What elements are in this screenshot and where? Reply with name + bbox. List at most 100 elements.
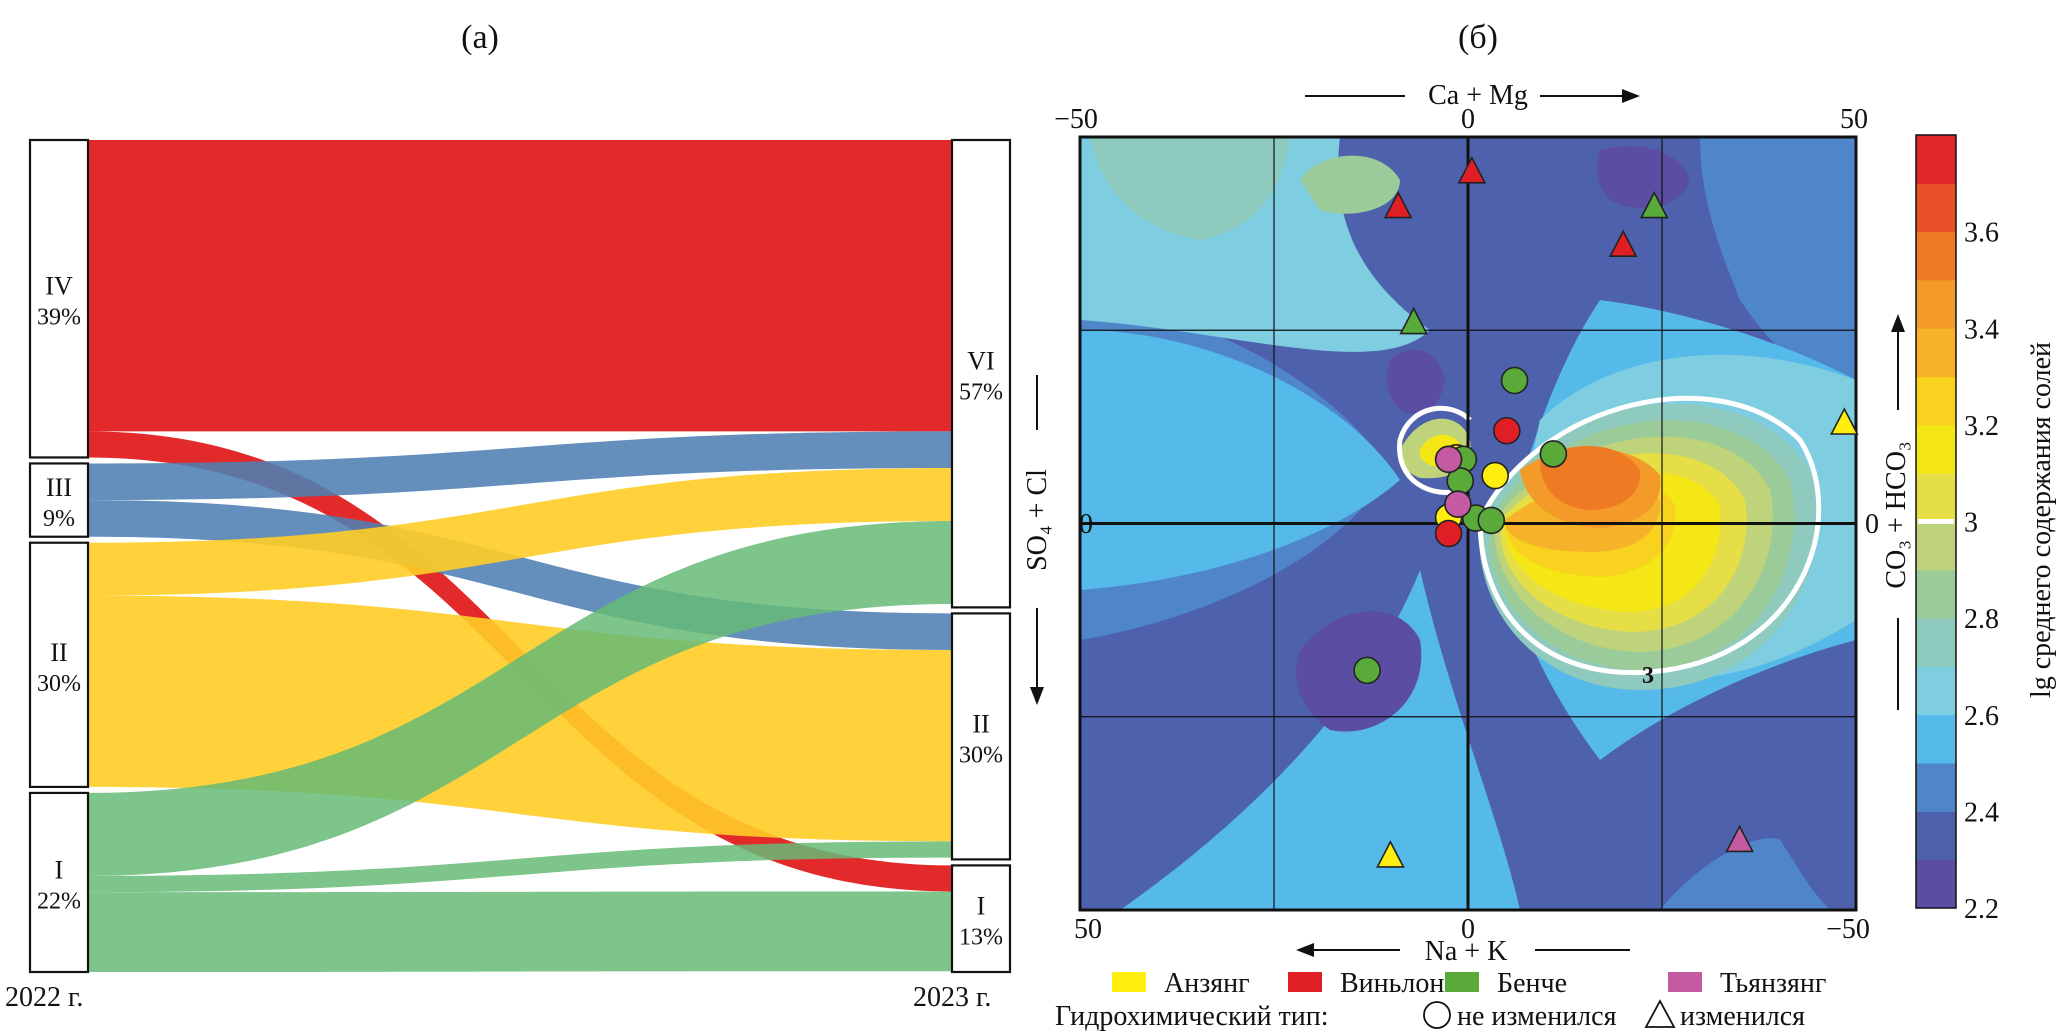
point-unchanged: [1493, 416, 1521, 445]
colorbar-swatch: [1916, 618, 1956, 667]
sankey-node-percent: 9%: [43, 506, 75, 532]
top-tick: 0: [1461, 104, 1475, 135]
contour-area: [1387, 349, 1445, 414]
sankey-node-label: IV: [45, 272, 73, 301]
colorbar-tick: 3.6: [1964, 218, 1999, 249]
colorbar-label: lg среднего содержания солей: [2026, 342, 2057, 698]
sankey-node-percent: 30%: [37, 671, 81, 697]
colorbar-swatch: [1916, 714, 1956, 764]
colorbar-swatch: [1916, 135, 1956, 184]
sankey-right-year: 2023 г.: [913, 982, 991, 1013]
legend-unchanged-label: не изменился: [1457, 1001, 1617, 1032]
point-changed: [1399, 306, 1428, 335]
sankey-node-percent: 22%: [37, 888, 81, 914]
sankey-left-year: 2022 г.: [5, 982, 83, 1013]
colorbar-swatch: [1916, 521, 1956, 571]
left-axis-label: SO₄ + Cl: [1022, 469, 1053, 571]
arrow-up-icon: [1891, 314, 1905, 332]
legend-swatch: [1112, 972, 1146, 992]
legend-label: Тьянзянг: [1720, 968, 1826, 999]
colorbar-frame: [1915, 134, 1957, 909]
point-changed: [1376, 840, 1405, 868]
top-tick: 50: [1840, 104, 1868, 135]
point-unchanged: [1539, 440, 1568, 468]
sankey-node-left: [28, 791, 90, 974]
sankey-node-percent: 39%: [37, 305, 81, 331]
colorbar-swatch: [1916, 811, 1956, 861]
point-changed: [1830, 407, 1859, 435]
point-changed: [1725, 824, 1754, 853]
sankey-node-label: I: [977, 892, 986, 921]
contour-level-label: 3: [1642, 663, 1654, 689]
sankey-node-percent: 13%: [959, 925, 1003, 951]
sankey-node-label: VI: [967, 347, 994, 376]
sankey-node-left: [28, 462, 90, 538]
bottom-axis-label: Na + K: [1425, 936, 1508, 967]
contour-line-3: [1397, 405, 1472, 496]
bottom-tick: 50: [1074, 914, 1102, 945]
sankey-node-percent: 57%: [959, 380, 1003, 406]
sankey-flow: [88, 468, 952, 596]
colorbar-swatch: [1916, 424, 1956, 474]
colorbar-tick: 3.2: [1964, 411, 1999, 442]
point-unchanged: [1434, 519, 1463, 548]
sankey-node-left: [28, 541, 90, 789]
point-unchanged: [1481, 461, 1509, 490]
contour-area: [1597, 146, 1690, 209]
sankey-flow: [88, 140, 952, 432]
arrow-down-icon: [1030, 687, 1044, 705]
colorbar-tick: 2.8: [1964, 604, 1999, 635]
sankey-node-left: [28, 138, 90, 459]
colorbar-swatch: [1916, 666, 1956, 716]
panel-a-title: (а): [461, 19, 499, 56]
sankey-node-label: II: [972, 709, 989, 738]
colorbar-swatch: [1916, 183, 1956, 233]
contour-shapes: [1080, 137, 1856, 910]
point-changed: [1457, 156, 1487, 184]
legend-label: Виньлонг: [1340, 968, 1456, 999]
legend-swatch: [1445, 972, 1479, 992]
sankey-node-label: I: [55, 855, 64, 884]
legend-swatch: [1668, 972, 1702, 992]
contour-line-3: [1477, 396, 1822, 676]
sankey-node-label: II: [50, 638, 67, 667]
sankey-node-percent: 30%: [959, 742, 1003, 768]
colorbar-swatch: [1916, 473, 1956, 522]
colorbar-tick: 2.6: [1964, 701, 1999, 732]
left-tick: 0: [1079, 509, 1093, 540]
sankey-flow: [88, 841, 952, 893]
right-axis-label: CO₃ + HCO₃: [1881, 441, 1912, 588]
colorbar-tick: 2.4: [1964, 797, 1999, 828]
contour-area: [1700, 137, 1856, 400]
colorbar-tick: 3: [1964, 508, 1978, 539]
point-unchanged: [1444, 490, 1472, 518]
bottom-tick: −50: [1826, 914, 1870, 945]
sankey-flow: [88, 520, 952, 876]
colorbar: 3.6 3.4 3.2 3 2.8 2.6 2.4 2.2 lg среднего содерж…: [1915, 134, 2057, 925]
legend-type-label: Гидрохимический тип:: [1055, 1001, 1329, 1032]
colorbar-tick: 3.4: [1964, 314, 1999, 345]
sankey-flows: [88, 140, 952, 972]
legend-changed-label: изменился: [1680, 1001, 1805, 1032]
sankey-nodes: IV 39% III 9% II 30% I 22% VI 57% II 30% I 13%: [28, 138, 1012, 974]
point-changed: [1608, 229, 1638, 258]
right-tick: 0: [1865, 509, 1879, 540]
sankey-chart: IV 39% III 9% II 30% I 22% VI 57% II 30% I 13% 2022 г…: [5, 138, 1012, 1013]
legend-circle-icon: [1423, 1001, 1451, 1029]
legend-triangle-icon: [1644, 999, 1676, 1028]
contour-area: [1660, 838, 1830, 910]
panel-b-title: (б): [1458, 19, 1498, 56]
legend-label: Анзянг: [1164, 968, 1250, 999]
colorbar-swatch: [1916, 328, 1956, 378]
colorbar-swatch: [1916, 279, 1956, 329]
legend-label: Бенче: [1497, 968, 1567, 999]
sankey-node-right: [950, 612, 1012, 861]
sankey-node-label: III: [46, 473, 72, 502]
point-changed: [1639, 190, 1669, 219]
sankey-node-right: [950, 864, 1012, 974]
colorbar-swatch: [1916, 763, 1956, 812]
arrow-left-icon: [1296, 943, 1314, 957]
contour-area: [1300, 155, 1400, 214]
